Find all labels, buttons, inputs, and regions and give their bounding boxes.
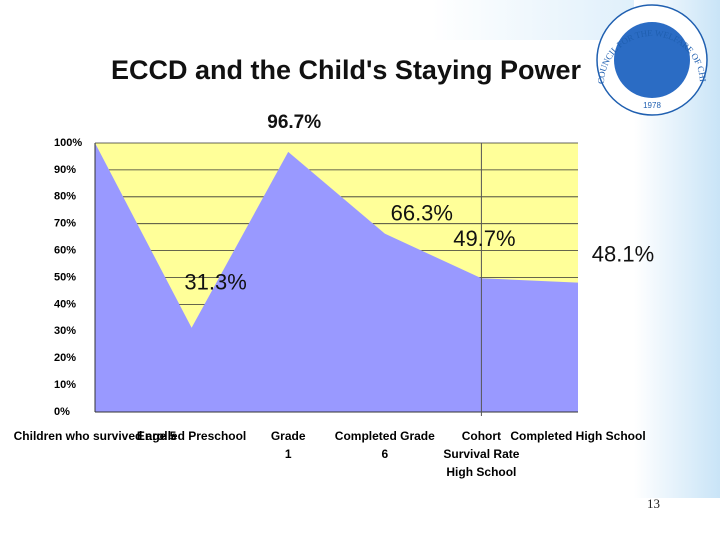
y-tick-label: 40% [54,298,76,310]
y-tick-label: 70% [54,218,76,230]
y-tick-label: 30% [54,325,76,337]
page-number: 13 [647,496,660,511]
chart-title: ECCD and the Child's Staying Power [111,55,581,85]
x-tick-label: Children who survived age 5 [14,429,177,443]
top-band [0,0,720,40]
logo-disc [614,22,690,98]
y-tick-label: 80% [54,191,76,203]
x-tick-label: Cohort Survival Rate High School [443,429,519,479]
x-tick-line: Completed Grade [335,429,435,443]
data-label: 96.7% [267,112,321,133]
x-tick-label: Completed High School [510,429,645,443]
y-tick-label: 90% [54,164,76,176]
x-tick-line: 1 [285,447,292,461]
bottom-band [0,498,720,540]
logo-year: 1978 [643,101,661,110]
x-tick-line: 6 [381,447,388,461]
x-tick-label: Grade 1 [271,429,306,461]
data-label: 48.1% [592,241,654,266]
y-tick-label: 10% [54,379,76,391]
data-label: 49.7% [453,226,515,251]
x-tick-line: Enrolled Preschool [137,429,246,443]
x-tick-label: Completed Grade 6 [335,429,435,461]
x-tick-line: High School [446,465,516,479]
x-tick-label: Enrolled Preschool [137,429,246,443]
y-tick-label: 50% [54,271,76,283]
data-label: 31.3% [184,270,246,295]
y-tick-label: 60% [54,245,76,257]
area [95,143,578,412]
x-tick-line: Survival Rate [443,447,519,461]
chart: 0% 10% 20% 30% 40% 50% 60% 70% 80% 90% 100% Childre… [14,112,655,479]
x-tick-line: Grade [271,429,306,443]
y-tick-label: 0% [54,406,70,418]
y-tick-label: 20% [54,352,76,364]
x-tick-line: Cohort [462,429,501,443]
y-tick-label: 100% [54,137,82,149]
data-label: 66.3% [391,200,453,225]
x-tick-line: Completed High School [510,429,645,443]
x-tick-line: Children who survived age 5 [14,429,177,443]
